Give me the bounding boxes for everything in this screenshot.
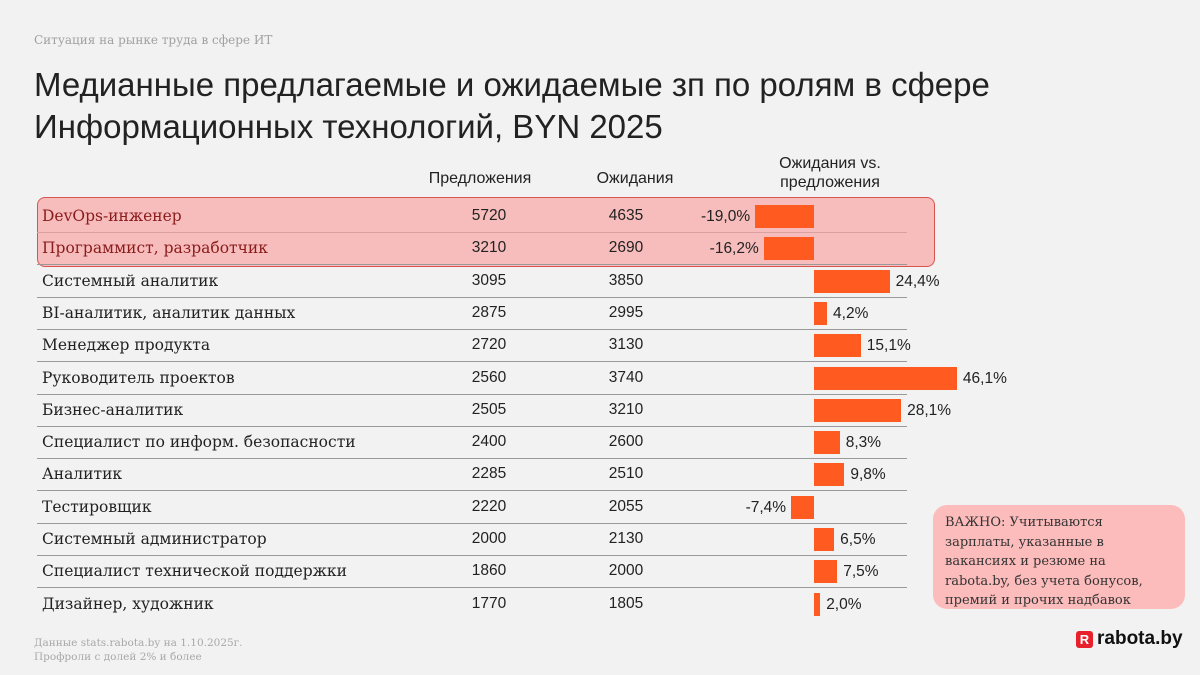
supertitle: Ситуация на рынке труда в сфере ИТ [34,33,273,47]
diff-label: 46,1% [962,369,1007,387]
offers-value: 2400 [471,433,507,451]
diff-label: 24,4% [895,272,940,290]
offers-value: 2720 [471,336,507,354]
diff-label: -19,0% [700,208,751,225]
important-note: ВАЖНО: Учитываются зарплаты, указанные в… [933,505,1185,609]
diff-label: -16,2% [709,240,759,258]
diff-label: 7,5% [843,563,879,581]
diff-bar [814,560,838,584]
expectations-value: 3740 [608,368,644,386]
expectations-value: 2690 [608,239,644,257]
offers-value: 2285 [471,465,507,483]
table-row: Программист, разработчик 3210 2690 [37,232,907,266]
role-name: Системный аналитик [42,271,219,290]
diff-bar [814,463,845,487]
table-row: Специалист технической поддержки 1860 2000 [37,555,907,589]
offers-value: 2220 [471,497,507,515]
role-name: BI-аналитик, аналитик данных [42,303,296,322]
title-line-2: Информационных технологий, BYN 2025 [34,108,663,145]
role-name: Системный администратор [42,530,267,548]
footer-source: Данные stats.rabota.by на 1.10.2025г. [34,637,243,649]
table-row: Системный аналитик 3095 3850 [37,265,907,298]
diff-label: -7,4% [745,498,787,516]
expectations-value: 2510 [608,465,644,483]
offers-value: 5720 [471,207,507,224]
diff-bar [814,528,835,551]
expectations-value: 3210 [608,400,644,418]
diff-bar [791,495,814,519]
logo-text: rabota.by [1097,628,1183,649]
diff-bar [763,237,814,261]
expectations-value: 2995 [608,303,644,321]
diff-label: 28,1% [907,401,952,419]
col-header-offers: Предложения [428,170,532,187]
offers-value: 2505 [471,400,507,418]
role-name: Аналитик [42,465,123,484]
footer-notes: Данные stats.rabota.by на 1.10.2025г. Про… [34,636,243,664]
role-name: Специалист по информ. безопасности [42,433,356,452]
diff-label: 15,1% [866,337,911,355]
col-header-expectations: Ожидания [596,170,674,187]
expectations-value: 2600 [608,433,644,451]
diff-label: 8,3% [845,434,882,452]
table-row: Аналитик 2285 2510 [37,458,907,492]
expectations-value: 4635 [608,207,644,224]
table-row: BI-аналитик, аналитик данных 2875 2995 [37,297,907,330]
diff-bar [814,592,821,616]
logo-r-icon: R [1076,630,1093,648]
diff-bar [814,269,890,293]
role-name: Руководитель проектов [42,368,235,387]
offers-value: 1860 [471,562,507,580]
expectations-value: 3130 [608,336,644,354]
diff-bar [814,398,902,422]
role-name: DevOps-инженер [42,207,182,225]
diff-bar [814,334,861,358]
diff-label: 6,5% [840,531,876,548]
role-name: Специалист технической поддержки [42,562,347,581]
offers-value: 3095 [471,271,507,289]
table-row: Специалист по информ. безопасности 2400 26… [37,426,907,460]
offers-value: 2560 [471,368,507,386]
offers-value: 2875 [471,303,507,321]
role-name: Менеджер продукта [42,336,211,355]
table-row: Тестировщик 2220 2055 [37,491,907,524]
diff-bar [755,205,814,228]
table-row: Дизайнер, художник 1770 1805 [37,588,907,620]
table-row: Руководитель проектов 2560 3740 [37,362,907,395]
role-name: Дизайнер, художник [42,594,214,613]
offers-value: 2000 [471,530,507,547]
role-name: Бизнес-аналитик [42,400,184,419]
diff-bar [814,366,957,390]
expectations-value: 2000 [608,562,644,580]
col-header-diff: Ожидания vs. предложения [779,155,881,191]
footer-filter: Профроли с долей 2% и более [34,651,202,663]
role-name: Тестировщик [42,497,152,516]
title-line-1: Медианные предлагаемые и ожидаемые зп по… [34,66,990,103]
diff-label: 2,0% [826,595,862,613]
diff-label: 4,2% [833,304,869,322]
expectations-value: 1805 [608,594,644,612]
offers-value: 3210 [471,239,507,257]
table-row: Менеджер продукта 2720 3130 [37,329,907,363]
offers-value: 1770 [471,594,507,612]
table-row: Бизнес-аналитик 2505 3210 [37,394,907,427]
table-row: DevOps-инженер 5720 4635 [37,200,907,233]
diff-label: 9,8% [850,466,886,484]
role-name: Программист, разработчик [42,239,268,258]
expectations-value: 3850 [608,271,644,289]
table-row: Системный администратор 2000 2130 [37,523,907,556]
page-title: Медианные предлагаемые и ожидаемые зп по… [34,64,1134,148]
expectations-value: 2055 [608,497,644,515]
diff-bar [814,431,840,455]
diff-bar [814,301,828,325]
expectations-value: 2130 [608,530,644,547]
